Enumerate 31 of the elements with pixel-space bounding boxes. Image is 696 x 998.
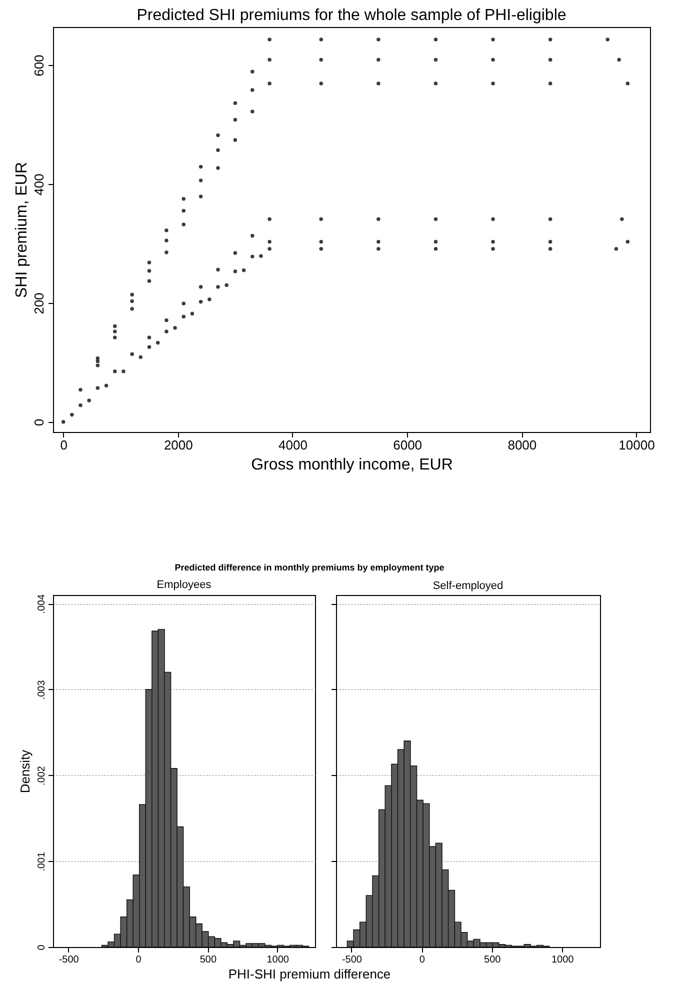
chart-title: Predicted difference in monthly premiums by employment type bbox=[174, 562, 444, 572]
y-tick-label: .004 bbox=[36, 594, 48, 614]
x-tick-label: 2000 bbox=[164, 438, 193, 452]
x-tick-label: 500 bbox=[200, 954, 217, 966]
x-axis-title: PHI-SHI premium difference bbox=[228, 966, 391, 982]
y-tick-label: .002 bbox=[36, 766, 48, 786]
x-tick-label: 0 bbox=[60, 438, 68, 452]
y-tick-label: 400 bbox=[32, 174, 46, 196]
y-axis-title: Density bbox=[18, 749, 32, 794]
x-tick-label: 1000 bbox=[266, 954, 290, 966]
y-tick-label: 0 bbox=[36, 944, 48, 950]
x-tick-label: 6000 bbox=[393, 438, 422, 452]
chart-subtitle: Employees bbox=[156, 578, 212, 591]
x-tick-label: 0 bbox=[419, 954, 426, 966]
y-tick-label: 0 bbox=[32, 418, 46, 426]
x-tick-label: -500 bbox=[58, 954, 80, 966]
x-axis-title: Gross monthly income, EUR bbox=[251, 456, 453, 474]
x-tick-label: 4000 bbox=[278, 438, 308, 452]
x-tick-label: 0 bbox=[136, 954, 142, 966]
chart-title: Predicted SHI premiums for the whole sample of PHI-eligible bbox=[136, 7, 566, 24]
x-tick-label: -500 bbox=[342, 954, 362, 966]
y-tick-label: .001 bbox=[36, 851, 48, 872]
y-axis-title: SHI premium, EUR bbox=[14, 162, 30, 298]
chart-subtitle: Self-employed bbox=[432, 580, 504, 592]
x-tick-label: 500 bbox=[484, 954, 502, 966]
y-tick-label: 200 bbox=[32, 292, 46, 314]
x-tick-label: 10000 bbox=[618, 438, 655, 452]
y-tick-label: 600 bbox=[32, 54, 46, 76]
y-tick-label: .003 bbox=[36, 680, 48, 700]
x-tick-label: 1000 bbox=[551, 954, 574, 966]
x-tick-label: 8000 bbox=[508, 438, 537, 452]
